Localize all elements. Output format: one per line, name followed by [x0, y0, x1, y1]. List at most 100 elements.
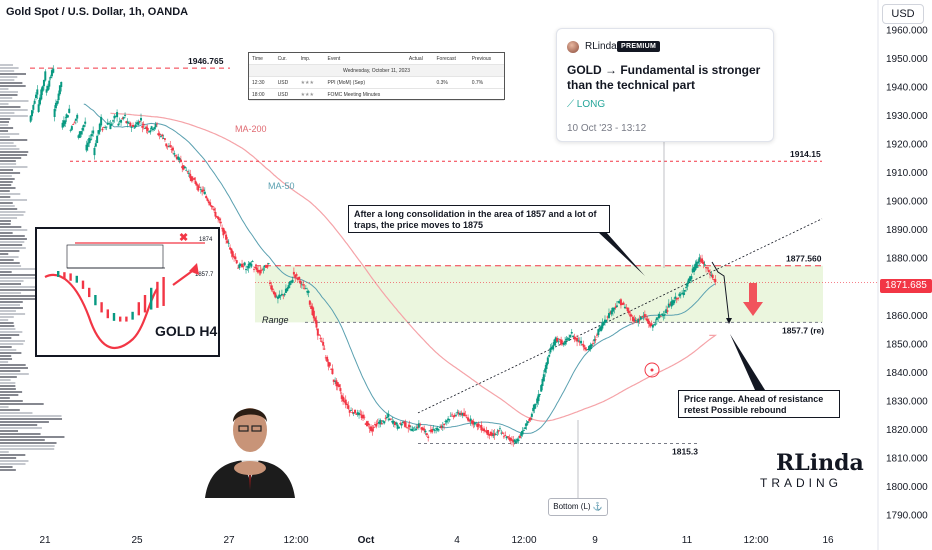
volume-profile-bar	[0, 277, 41, 279]
candle	[351, 412, 354, 413]
candle	[554, 337, 557, 343]
candle	[541, 378, 544, 387]
candle	[258, 270, 261, 272]
idea-title[interactable]: GOLD → Fundamental is stronger than the …	[567, 63, 761, 92]
candle	[573, 336, 576, 340]
candle	[408, 424, 411, 428]
candle	[339, 388, 342, 392]
candle	[229, 247, 232, 250]
idea-card[interactable]: RLinda PREMIUM GOLD → Fundamental is str…	[556, 28, 774, 142]
volume-profile-bar	[0, 328, 16, 330]
candle	[690, 276, 693, 280]
y-tick-label: 1930.000	[886, 111, 928, 122]
candle	[459, 413, 462, 416]
volume-profile-bar	[0, 427, 42, 429]
candle	[213, 208, 216, 211]
currency-button[interactable]: USD	[882, 4, 924, 24]
candle	[657, 317, 660, 319]
cal-time: 12:30	[249, 76, 275, 89]
volume-profile-bar	[0, 160, 16, 162]
ma-cross-marker	[644, 362, 660, 378]
volume-profile-bar	[0, 244, 23, 246]
idea-author[interactable]: RLinda	[585, 41, 617, 52]
candle	[646, 319, 649, 322]
candle	[331, 368, 334, 375]
volume-profile-bar	[0, 346, 12, 348]
candle	[530, 413, 533, 417]
candle	[393, 422, 396, 426]
y-tick-label: 1920.000	[886, 140, 928, 151]
candle	[314, 317, 317, 321]
inset-u-curve	[44, 274, 158, 350]
candle	[318, 334, 321, 336]
candle	[405, 427, 408, 429]
candle	[278, 294, 281, 298]
volume-profile-bar	[0, 334, 20, 336]
candle	[92, 130, 95, 134]
candle	[348, 410, 351, 413]
candle	[60, 81, 63, 87]
candle	[126, 121, 129, 124]
candle	[238, 264, 241, 269]
volume-profile-bar	[0, 94, 18, 96]
volume-profile-bar	[0, 385, 16, 387]
candle	[673, 300, 676, 304]
cal-header-time: Time	[249, 53, 275, 65]
candle	[702, 262, 705, 265]
volume-profile-bar	[0, 415, 62, 417]
cal-previous	[468, 88, 504, 101]
candle	[564, 340, 567, 345]
candle	[191, 178, 194, 180]
candle	[76, 114, 79, 119]
candle	[631, 316, 634, 321]
candle	[143, 128, 146, 130]
candle	[525, 423, 528, 426]
candle	[593, 339, 596, 342]
volume-profile-bar	[0, 268, 47, 270]
candle	[404, 422, 407, 427]
y-tick-label: 1810.000	[886, 454, 928, 465]
volume-profile-bar	[0, 127, 14, 129]
candle	[469, 418, 472, 422]
volume-profile-bar	[0, 256, 19, 258]
volume-profile-bar	[0, 145, 17, 147]
candle	[548, 354, 551, 357]
candle	[194, 180, 197, 184]
candle	[566, 337, 569, 339]
candle	[110, 123, 113, 125]
candle	[391, 420, 394, 423]
candle	[521, 430, 524, 435]
candle	[489, 431, 492, 436]
volume-profile-bar	[0, 286, 47, 288]
volume-profile-bar	[0, 76, 18, 78]
candle	[588, 346, 591, 351]
volume-profile-bar	[0, 436, 65, 438]
cal-actual	[405, 76, 434, 89]
resistance-range-label: 1877.560	[786, 254, 822, 264]
candle	[476, 423, 479, 428]
volume-profile-bar	[0, 232, 13, 234]
candle	[473, 422, 476, 425]
candle	[706, 267, 709, 269]
candle	[203, 191, 206, 195]
inset-candle	[119, 316, 122, 322]
candle	[253, 268, 256, 270]
volume-profile-bar	[0, 151, 29, 153]
candle	[562, 343, 565, 345]
bottom-label: 1815.3	[672, 446, 698, 456]
y-tick-label: 1860.000	[886, 311, 928, 322]
candle	[201, 189, 204, 193]
volume-profile-bar	[0, 409, 20, 411]
candle	[377, 421, 380, 424]
volume-profile-bar	[0, 205, 15, 207]
candle	[158, 133, 161, 136]
resistance-mid-label: 1914.15	[790, 149, 821, 159]
volume-profile-bar	[0, 373, 29, 375]
forecast-arrow-head	[726, 318, 732, 324]
candle	[526, 421, 529, 424]
candle	[695, 261, 698, 269]
candle	[602, 321, 605, 326]
candle	[561, 341, 564, 343]
volume-profile-bar	[0, 259, 14, 261]
